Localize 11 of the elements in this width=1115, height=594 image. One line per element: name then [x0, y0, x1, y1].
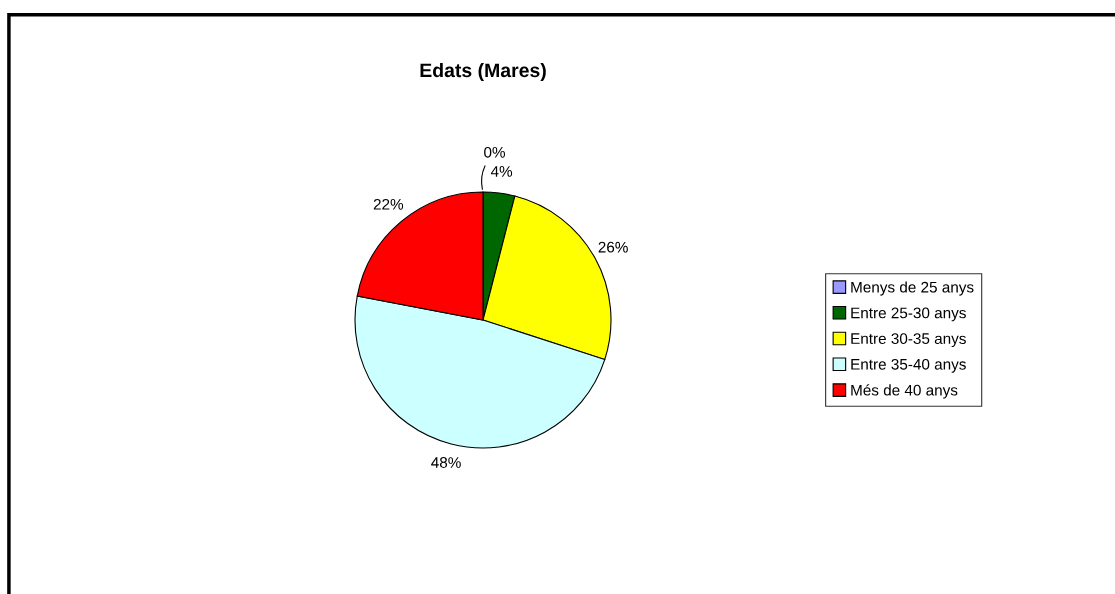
data-label: 26%: [598, 241, 628, 253]
legend-label: Entre 25-30 anys: [851, 307, 966, 322]
legend-label: Entre 30-35 anys: [851, 333, 966, 348]
data-label: 4%: [490, 166, 513, 177]
data-label: 48%: [431, 457, 461, 468]
legend-label: Entre 35-40 anys: [851, 358, 966, 373]
chart-title: Edats (Mares): [420, 62, 546, 82]
legend-label: Més de 40 anys: [851, 384, 958, 399]
text: 0%: [484, 146, 506, 158]
data-label: 22%: [373, 198, 404, 210]
legend-label: Menys de 25 anys: [851, 281, 974, 296]
